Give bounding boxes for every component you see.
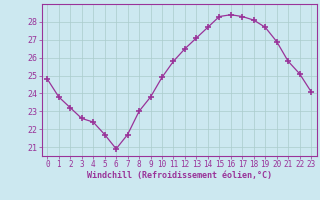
X-axis label: Windchill (Refroidissement éolien,°C): Windchill (Refroidissement éolien,°C) (87, 171, 272, 180)
